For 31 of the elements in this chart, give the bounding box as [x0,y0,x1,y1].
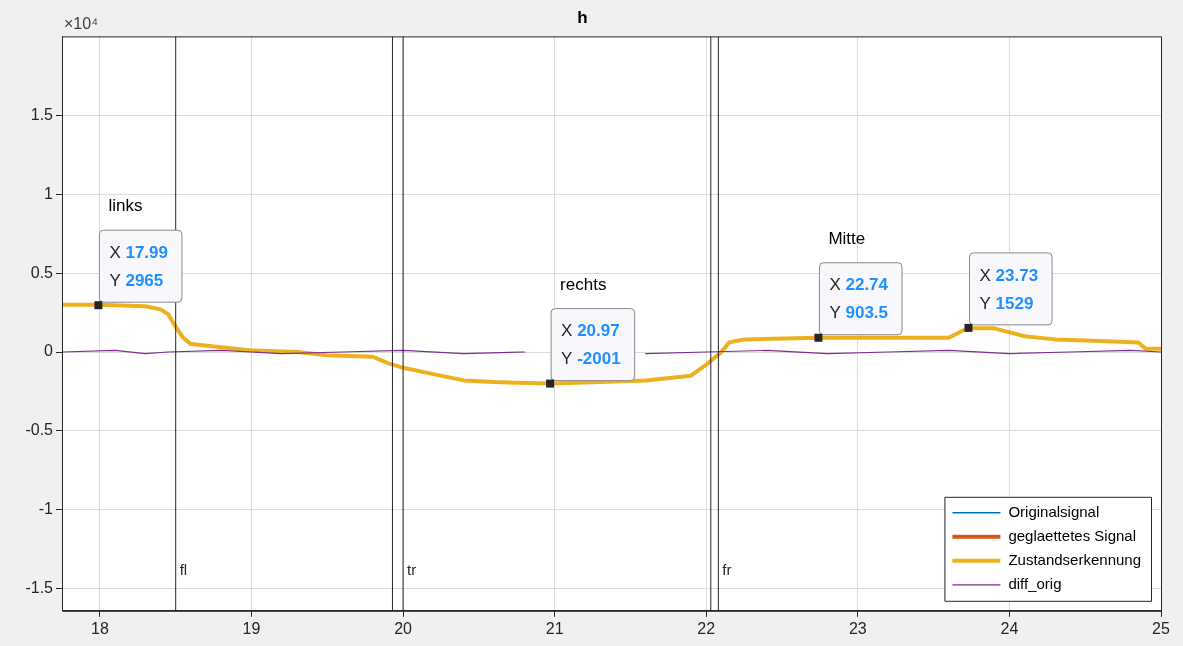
y-tick-label: -1.5 [25,579,54,597]
x-tick-label: 22 [697,619,716,637]
annotation: X 20.97 Y -2001 [561,321,621,369]
x-tick-label: 24 [1000,619,1019,637]
annotation: links [108,196,143,216]
x-tick-label: 19 [242,619,261,637]
x-tick-label: 23 [848,619,867,637]
ref-line-label: fl [179,560,188,578]
annotation: X 22.74 Y 903.5 [829,275,889,323]
x-tick-label: 20 [394,619,413,637]
annotation: Mitte [828,228,866,248]
y-tick-label: -1 [38,500,54,518]
annotation: rechts [560,274,607,294]
legend-label: Zustandserkennung [1008,550,1141,568]
x-tick-label: 25 [1152,619,1170,637]
legend-label: Originalsignal [1008,502,1100,520]
x-tick-label: 18 [91,619,109,637]
ref-line-label: tr [407,560,417,578]
legend-label: diff_orig [1008,574,1062,592]
annotation: X 23.73 Y 1529 [979,265,1039,313]
legend-label: geglaettetes Signal [1008,526,1137,544]
ref-line-label: fr [722,560,732,578]
annotation: X 17.99 Y 2965 [109,242,168,290]
y-tick-label: 1.5 [30,105,54,123]
y-tick-label: 0 [44,342,54,360]
x-tick-label: 21 [545,619,564,637]
y-tick-label: 1 [44,184,54,202]
y-tick-label: -0.5 [25,421,54,439]
chart-title: h [577,7,588,27]
text: ×10⁴ [64,14,99,32]
y-tick-label: 0.5 [30,263,54,281]
